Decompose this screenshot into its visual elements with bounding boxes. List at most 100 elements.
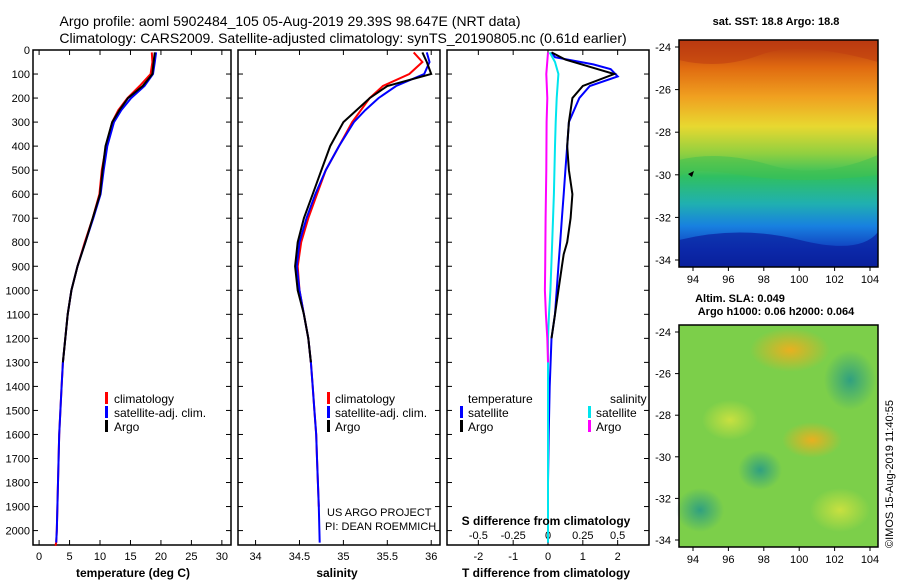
map-y-tick-label: -24 (655, 42, 671, 54)
sla-high (782, 422, 842, 458)
depth-tick-label: 1900 (6, 502, 30, 514)
depth-tick-label: 1100 (6, 309, 30, 321)
salinity-panel-frame (237, 49, 441, 546)
temperature-axis-label: temperature (deg C) (76, 566, 190, 580)
map-y-tick-label: -24 (655, 327, 671, 339)
map-y-tick-label: -30 (655, 452, 671, 464)
top-x-tick-label: 0.25 (572, 530, 593, 542)
depth-tick-label: 1400 (6, 381, 30, 393)
legend-label: satellite (596, 406, 637, 420)
legend-swatch-climatology (105, 392, 108, 404)
x-tick-label: 35 (337, 551, 349, 563)
sst-cold-region (679, 232, 878, 267)
depth-tick-label: 2000 (6, 526, 30, 538)
sla-high (702, 400, 758, 440)
sla-map-title-2: Argo h1000: 0.06 h2000: 0.064 (698, 306, 855, 318)
map-y-tick-label: -26 (655, 369, 671, 381)
x-tick-label: 36 (425, 551, 437, 563)
legend-swatch-argo (327, 420, 330, 432)
map-x-tick-label: 94 (687, 554, 699, 566)
series-line-argo (294, 51, 433, 363)
legend-label: climatology (335, 392, 395, 406)
legend-swatch-t-satellite (460, 406, 463, 418)
x-tick-label: 25 (185, 551, 197, 563)
depth-tick-label: 0 (24, 45, 30, 57)
legend-label: satellite (468, 406, 509, 420)
depth-tick-label: 1700 (6, 453, 30, 465)
temperature-plot: 0 5 10 15 20 25 30 (36, 50, 228, 563)
x-tick-label: 1 (580, 551, 586, 563)
x-tick-label: 15 (124, 551, 136, 563)
legend-label: climatology (114, 392, 174, 406)
map-x-tick-label: 96 (722, 554, 734, 566)
series-line-argo (61, 52, 156, 363)
x-tick-label: -1 (508, 551, 518, 563)
legend-label: satellite-adj. clim. (114, 406, 206, 420)
title-line-2: Climatology: CARS2009. Satellite-adjuste… (59, 30, 626, 46)
depth-tick-label: 800 (12, 237, 30, 249)
legend-swatch-s-satellite (588, 406, 591, 418)
map-x-tick-label: 98 (758, 274, 770, 286)
map-x-tick-label: 100 (790, 274, 808, 286)
sla-low (676, 488, 724, 532)
series-line-satellite-adj-clim- (295, 52, 431, 543)
x-tick-label: 2 (615, 551, 621, 563)
map-y-tick-label: -32 (655, 493, 671, 505)
map-y-tick-label: -34 (655, 255, 671, 267)
argo-location-marker (688, 171, 694, 177)
legend-swatch-argo (105, 420, 108, 432)
salinity-plot: 34 34.5 35 35.5 36 (249, 50, 437, 563)
depth-tick-label: 100 (12, 69, 30, 81)
depth-tick-label: 1200 (6, 333, 30, 345)
map-y-tick-label: -28 (655, 127, 671, 139)
x-tick-label: 34 (249, 551, 261, 563)
top-x-tick-label: -0.5 (469, 530, 488, 542)
map-y-tick-label: -32 (655, 212, 671, 224)
sst-map-field (679, 40, 878, 267)
depth-tick-label: 500 (12, 165, 30, 177)
sla-map-title-1: Altim. SLA: 0.049 (695, 293, 785, 305)
series-line-t-satellite (547, 51, 620, 543)
sst-map: -24 -26 -28 -30 -32 -34 94 96 98 100 102 104 (655, 39, 879, 286)
legend-label: Argo (468, 420, 494, 434)
legend-swatch-climatology (327, 392, 330, 404)
x-tick-label: 5 (66, 551, 72, 563)
x-tick-label: -2 (473, 551, 483, 563)
difference-plot: -2 -1 0 1 2-0.5 -0.25 0 0.25 0.5 (469, 50, 625, 563)
depth-tick-label: 1800 (6, 478, 30, 490)
s-difference-axis-label: S difference from climatology (462, 514, 631, 528)
map-y-tick-label: -28 (655, 410, 671, 422)
title-line-1: Argo profile: aoml 5902484_105 05-Aug-20… (59, 13, 520, 29)
x-tick-label: 30 (216, 551, 228, 563)
legend-title-salinity: salinity (610, 392, 647, 406)
sla-map: -24 -26 -28 -30 -32 -34 94 96 98 100 102 104 (655, 324, 879, 566)
sst-warm-region (679, 40, 878, 64)
project-annotation: US ARGO PROJECT (327, 507, 432, 519)
map-x-tick-label: 94 (687, 274, 699, 286)
series-line-s-argo (543, 52, 549, 363)
sla-map-axes: -24 -26 -28 -30 -32 -34 94 96 98 100 102 104 (655, 327, 879, 566)
salinity-legend: climatology satellite-adj. clim. Argo (327, 392, 427, 434)
map-x-tick-label: 104 (861, 554, 879, 566)
temperature-legend: climatology satellite-adj. clim. Argo (105, 392, 206, 434)
legend-swatch-t-argo (460, 420, 463, 432)
map-x-tick-label: 102 (825, 554, 843, 566)
sla-low (824, 350, 876, 410)
x-tick-label: 0 (545, 551, 551, 563)
map-x-tick-label: 102 (825, 274, 843, 286)
map-y-tick-label: -26 (655, 85, 671, 97)
map-y-tick-label: -34 (655, 535, 671, 547)
depth-tick-label: 300 (12, 117, 30, 129)
series-line-s-satellite (547, 51, 560, 543)
depth-tick-label: 1500 (6, 405, 30, 417)
legend-label: Argo (335, 420, 361, 434)
depth-tick-label: 900 (12, 261, 30, 273)
sla-low (738, 450, 782, 490)
depth-tick-label: 700 (12, 213, 30, 225)
difference-legend: temperature salinity satellite Argo sate… (460, 392, 647, 434)
depth-tick-label: 400 (12, 141, 30, 153)
legend-swatch-satellite (105, 406, 108, 418)
difference-axis-label: T difference from climatology (462, 566, 630, 580)
